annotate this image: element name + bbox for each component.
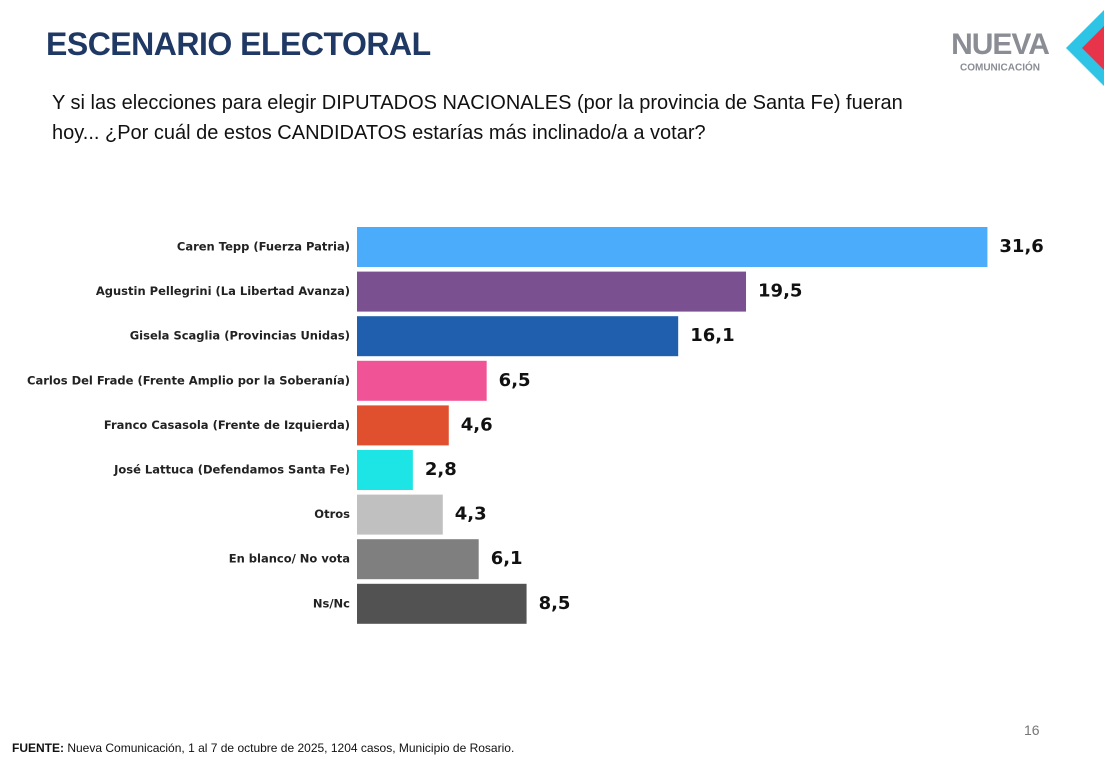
bar <box>357 450 413 490</box>
bar <box>357 583 527 624</box>
bar <box>357 494 443 535</box>
bar <box>357 271 747 312</box>
value-label: 19,5 <box>758 281 802 302</box>
category-label: Gisela Scaglia (Provincias Unidas) <box>130 329 350 343</box>
category-label: Carlos Del Frade (Frente Amplio por la S… <box>27 373 350 387</box>
value-label: 16,1 <box>690 325 734 346</box>
bar <box>357 316 679 357</box>
logo-tagline: COMUNICACIÓN <box>960 61 1040 74</box>
source-label: FUENTE: <box>12 741 64 755</box>
value-label: 2,8 <box>425 459 457 480</box>
chart-title: ESCENARIO ELECTORAL <box>46 26 431 62</box>
source-note: FUENTE: Nueva Comunicación, 1 al 7 de oc… <box>12 741 514 755</box>
page-number: 16 <box>1024 722 1040 738</box>
bar <box>357 539 479 580</box>
bar <box>357 227 988 267</box>
category-label: Caren Tepp (Fuerza Patria) <box>177 240 350 254</box>
category-label: Agustin Pellegrini (La Libertad Avanza) <box>96 284 350 298</box>
value-label: 4,3 <box>455 504 487 525</box>
value-label: 6,1 <box>491 548 523 569</box>
value-label: 8,5 <box>539 593 571 614</box>
bar <box>357 360 487 401</box>
chart-subtitle: Y si las elecciones para elegir DIPUTADO… <box>52 92 903 144</box>
category-label: Otros <box>314 507 350 521</box>
logo-shape <box>1082 26 1104 70</box>
source-text: Nueva Comunicación, 1 al 7 de octubre de… <box>67 741 515 755</box>
value-label: 6,5 <box>499 370 531 391</box>
category-label: José Lattuca (Defendamos Santa Fe) <box>113 463 350 477</box>
logo: NUEVA COMUNICACIÓN <box>951 10 1104 86</box>
value-label: 31,6 <box>999 236 1043 257</box>
category-label: En blanco/ No vota <box>229 552 350 566</box>
bar <box>357 405 449 446</box>
logo-name: NUEVA <box>951 28 1049 61</box>
category-label: Franco Casasola (Frente de Izquierda) <box>104 418 350 432</box>
category-label: Ns/Nc <box>313 596 350 610</box>
value-label: 4,6 <box>461 414 493 435</box>
